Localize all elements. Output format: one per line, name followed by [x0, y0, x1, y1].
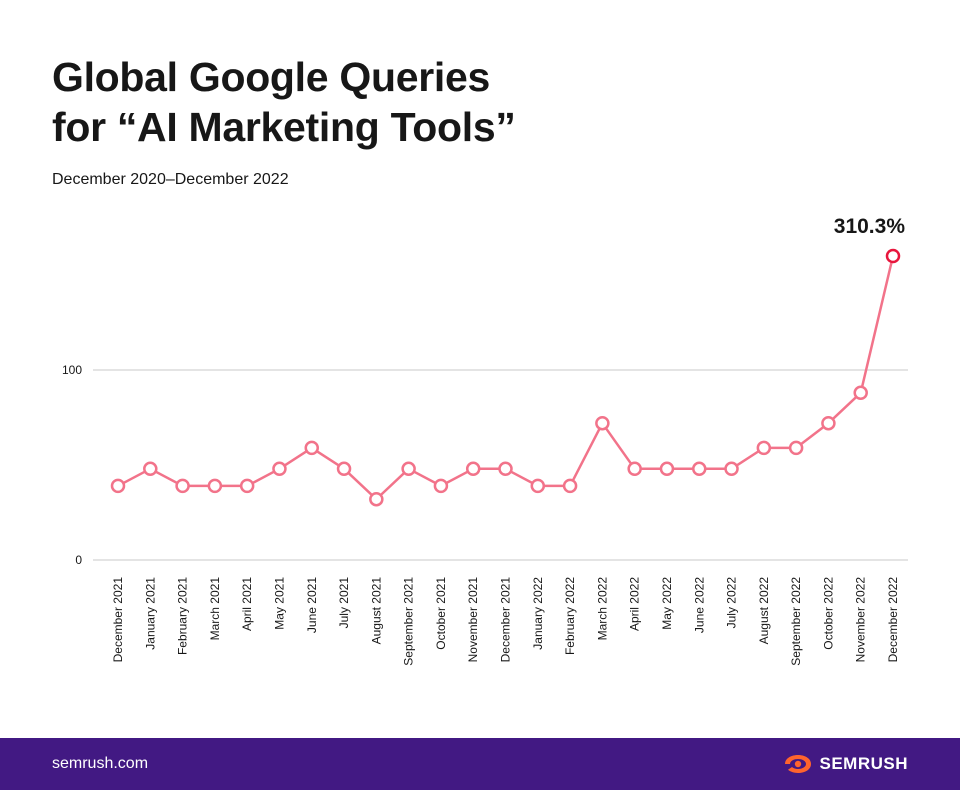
data-point: [336, 461, 352, 477]
x-tick-label: April 2021: [240, 577, 254, 631]
data-point: [465, 461, 481, 477]
data-point: [175, 478, 190, 494]
x-tick-label: December 2021: [499, 577, 513, 663]
data-point: [595, 415, 610, 431]
x-tick-label: October 2021: [434, 577, 448, 650]
x-tick-label: August 2022: [757, 577, 771, 645]
x-tick-label: December 2022: [886, 577, 900, 663]
chart-title-line-1: Global Google Queries: [52, 54, 490, 100]
x-tick-label: November 2021: [466, 577, 480, 663]
data-point: [110, 478, 126, 494]
data-point: [401, 461, 416, 477]
x-tick-label: May 2021: [272, 577, 286, 630]
data-point: [433, 478, 449, 494]
chart-subtitle: December 2020–December 2022: [52, 171, 289, 188]
data-point: [627, 461, 642, 477]
x-tick-label: November 2022: [854, 577, 868, 663]
x-tick-label: March 2021: [208, 577, 222, 641]
data-point: [692, 461, 707, 477]
x-tick-label: July 2022: [725, 577, 739, 629]
y-tick-label-100: 100: [62, 363, 82, 377]
data-point: [239, 478, 255, 494]
x-tick-label: May 2022: [660, 577, 674, 630]
x-tick-label: September 2022: [789, 577, 803, 666]
data-point: [498, 461, 513, 477]
annotation-label: 310.3%: [834, 215, 906, 238]
x-tick-label: January 2021: [143, 577, 157, 650]
x-tick-label: September 2021: [402, 577, 416, 666]
footer-bar: semrush.com SEMRUSH: [0, 738, 960, 790]
chart-title: Global Google Queries for “AI Marketing …: [52, 52, 752, 152]
data-point: [369, 491, 384, 507]
x-tick-label: March 2022: [595, 577, 609, 641]
data-point: [853, 385, 868, 401]
x-tick-label: July 2021: [337, 577, 351, 629]
data-point: [562, 478, 578, 494]
data-point: [756, 440, 772, 456]
y-tick-label-0: 0: [75, 553, 82, 567]
semrush-flame-icon: [785, 755, 812, 773]
x-tick-label: August 2021: [369, 577, 383, 645]
data-point: [821, 415, 836, 431]
x-tick-label: June 2022: [692, 577, 706, 633]
data-point: [788, 440, 804, 456]
data-point: [530, 478, 546, 494]
x-tick-label: December 2021: [111, 577, 125, 663]
line-chart: 0 100 December 2021 January 2021 February 20…: [62, 215, 908, 666]
x-tick-label: October 2022: [821, 577, 835, 650]
x-tick-label: June 2021: [305, 577, 319, 633]
data-point: [272, 461, 287, 477]
data-point: [143, 461, 158, 477]
data-point: [659, 461, 675, 477]
chart-title-line-2: for “AI Marketing Tools”: [52, 104, 516, 150]
data-point: [304, 440, 319, 456]
highlight-point: [885, 248, 901, 264]
x-tick-label: April 2022: [628, 577, 642, 631]
data-point: [207, 478, 223, 494]
x-tick-label: February 2022: [563, 577, 577, 655]
data-point: [724, 461, 739, 477]
brand-logo: SEMRUSH: [783, 753, 908, 775]
brand-name: SEMRUSH: [819, 754, 908, 773]
x-tick-label: January 2022: [531, 577, 545, 650]
x-tick-label: February 2021: [176, 577, 190, 655]
footer-domain: semrush.com: [52, 755, 149, 772]
